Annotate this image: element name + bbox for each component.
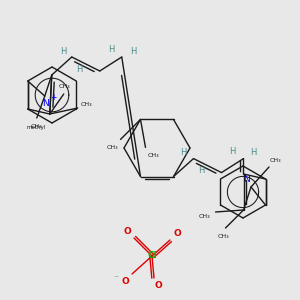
Text: H: H — [76, 64, 83, 74]
Text: O: O — [154, 281, 162, 290]
Text: H: H — [109, 46, 115, 55]
Text: N: N — [244, 176, 250, 184]
Text: H: H — [229, 147, 236, 156]
Text: H: H — [61, 46, 67, 56]
Text: O: O — [121, 277, 129, 286]
Text: H: H — [198, 166, 205, 175]
Text: CH₃: CH₃ — [31, 124, 43, 128]
Text: ⁻: ⁻ — [113, 274, 119, 284]
Text: +: + — [51, 94, 57, 103]
Text: O: O — [123, 226, 131, 236]
Text: CH₃: CH₃ — [107, 145, 118, 150]
Text: CH₃: CH₃ — [218, 233, 229, 238]
Text: H: H — [180, 148, 187, 157]
Text: Cl: Cl — [147, 251, 157, 260]
Text: CH₃: CH₃ — [81, 101, 93, 106]
Text: methyl: methyl — [26, 124, 45, 130]
Text: CH₃: CH₃ — [148, 153, 159, 158]
Text: H: H — [130, 46, 137, 56]
Text: CH₃: CH₃ — [199, 214, 210, 218]
Text: N: N — [42, 98, 49, 107]
Text: CH₃: CH₃ — [269, 158, 281, 163]
Text: CH₃: CH₃ — [59, 85, 70, 89]
Text: H: H — [250, 148, 257, 157]
Text: O: O — [173, 230, 181, 238]
